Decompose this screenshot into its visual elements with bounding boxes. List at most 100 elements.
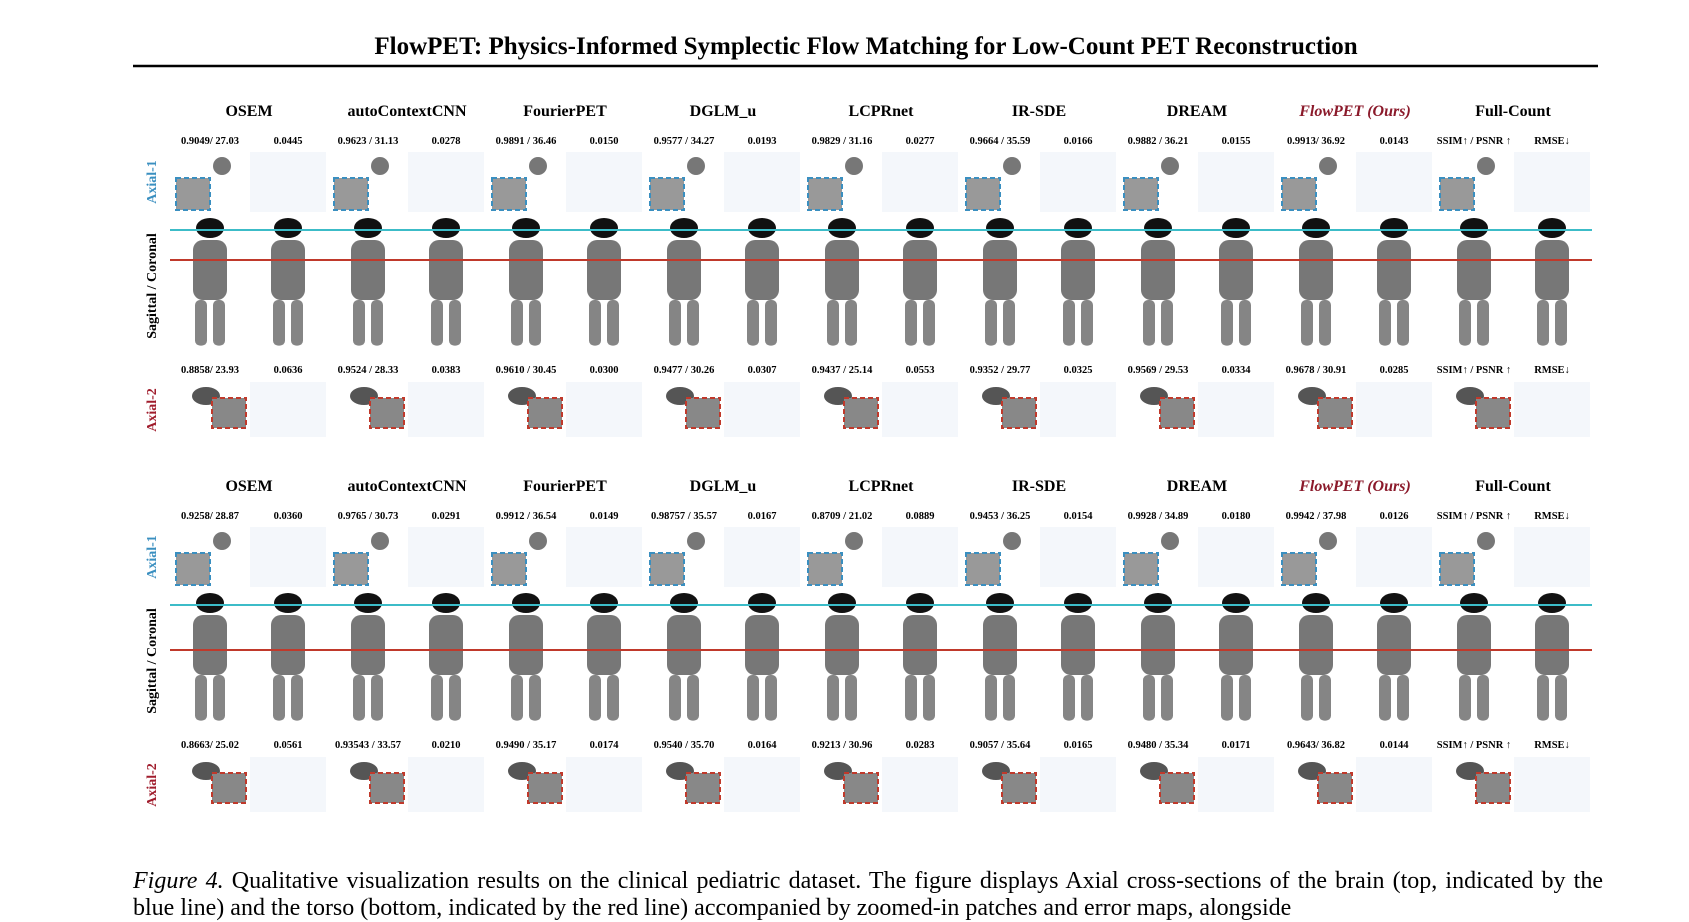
- ssim-psnr: 0.9610 / 30.45: [496, 365, 557, 376]
- rmse: 0.0166: [1064, 136, 1093, 147]
- image-bg: [1198, 382, 1274, 437]
- leg: [1397, 675, 1409, 721]
- rmse: 0.0291: [432, 511, 461, 522]
- ssim-psnr: 0.9928 / 34.89: [1128, 511, 1189, 522]
- leg: [1301, 675, 1313, 721]
- leg: [1143, 300, 1155, 346]
- brain: [687, 532, 705, 550]
- head: [1538, 218, 1566, 238]
- leg: [431, 300, 443, 346]
- leg: [431, 675, 443, 721]
- leg: [1477, 675, 1489, 721]
- image-bg: [566, 527, 642, 587]
- head: [670, 593, 698, 613]
- ssim-psnr: 0.9524 / 28.33: [338, 365, 399, 376]
- zoom-patch: [649, 177, 685, 211]
- zoom-patch: [843, 772, 879, 804]
- zoom-patch: [211, 397, 247, 429]
- zoom-patch: [333, 552, 369, 586]
- head: [354, 593, 382, 613]
- head: [432, 593, 460, 613]
- leg: [1063, 300, 1075, 346]
- leg: [1161, 300, 1173, 346]
- zoom-patch: [1281, 177, 1317, 211]
- head: [906, 593, 934, 613]
- leg: [1397, 300, 1409, 346]
- image-bg: [566, 757, 642, 812]
- ssim-psnr: 0.9912 / 36.54: [496, 511, 557, 522]
- rmse: 0.0210: [432, 740, 461, 751]
- method-column: [649, 152, 800, 437]
- method-name: Full-Count: [1475, 103, 1551, 120]
- leg: [985, 675, 997, 721]
- torso: [1457, 240, 1491, 300]
- torso: [193, 240, 227, 300]
- head: [354, 218, 382, 238]
- row-label: Sagittal / Coronal: [145, 608, 160, 714]
- image-bg: [1040, 382, 1116, 437]
- torso: [1377, 240, 1411, 300]
- method-name: DGLM_u: [690, 478, 757, 495]
- ssim-psnr: 0.93543 / 33.57: [335, 740, 401, 751]
- ssim-psnr: 0.9049/ 27.03: [181, 136, 239, 147]
- leg: [747, 675, 759, 721]
- method-column: [649, 527, 800, 812]
- method-name: autoContextCNN: [347, 103, 467, 120]
- ssim-psnr: 0.9477 / 30.26: [654, 365, 715, 376]
- rmse: 0.0636: [274, 365, 303, 376]
- leg: [291, 300, 303, 346]
- zoom-patch: [965, 552, 1001, 586]
- brain: [213, 157, 231, 175]
- torso: [903, 240, 937, 300]
- leg: [923, 300, 935, 346]
- row-label: Axial-1: [145, 160, 160, 204]
- method-column: [333, 152, 484, 437]
- head: [432, 218, 460, 238]
- image-bg: [724, 152, 800, 212]
- head: [196, 218, 224, 238]
- leg: [1003, 300, 1015, 346]
- leg: [1081, 675, 1093, 721]
- zoom-patch: [1123, 177, 1159, 211]
- torso: [587, 240, 621, 300]
- brain: [529, 157, 547, 175]
- head: [1380, 593, 1408, 613]
- head: [1222, 218, 1250, 238]
- ssim-psnr: SSIM↑ / PSNR ↑: [1437, 511, 1511, 522]
- torso: [271, 615, 305, 675]
- ssim-psnr: SSIM↑ / PSNR ↑: [1437, 740, 1511, 751]
- leg: [1081, 300, 1093, 346]
- torso: [1457, 615, 1491, 675]
- torso: [903, 615, 937, 675]
- ssim-psnr: 0.9829 / 31.16: [812, 136, 873, 147]
- rmse: 0.0889: [906, 511, 935, 522]
- torso: [429, 615, 463, 675]
- head: [906, 218, 934, 238]
- torso: [667, 240, 701, 300]
- leg: [511, 675, 523, 721]
- zoom-patch: [1439, 552, 1475, 586]
- brain: [1319, 532, 1337, 550]
- image-bg: [1198, 757, 1274, 812]
- torso: [1299, 615, 1333, 675]
- row-label: Axial-2: [145, 763, 160, 807]
- leg: [353, 300, 365, 346]
- leg: [353, 675, 365, 721]
- zoom-patch: [369, 772, 405, 804]
- zoom-patch: [1317, 772, 1353, 804]
- head: [590, 593, 618, 613]
- zoom-patch: [211, 772, 247, 804]
- head: [196, 593, 224, 613]
- method-name: FlowPET (Ours): [1298, 103, 1411, 120]
- ssim-psnr: 0.8663/ 25.02: [181, 740, 239, 751]
- rmse: 0.0171: [1222, 740, 1251, 751]
- zoom-patch: [1159, 772, 1195, 804]
- image-bg: [250, 527, 326, 587]
- leg: [1555, 300, 1567, 346]
- leg: [449, 675, 461, 721]
- ssim-psnr: 0.9765 / 30.73: [338, 511, 399, 522]
- rmse: 0.0360: [274, 511, 303, 522]
- image-bg: [566, 382, 642, 437]
- zoom-patch: [807, 177, 843, 211]
- method-name: IR-SDE: [1012, 478, 1066, 495]
